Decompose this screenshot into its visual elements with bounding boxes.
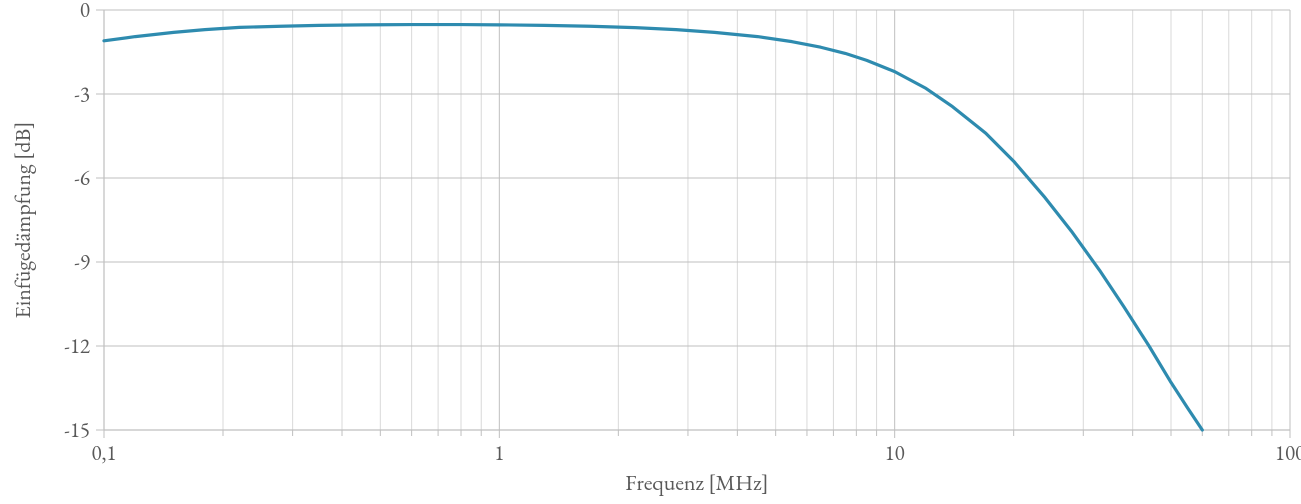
y-axis-label: Einfügedämpfung [dB] xyxy=(8,121,37,318)
y-tick-label: -9 xyxy=(74,249,90,276)
y-tick-label: -3 xyxy=(74,81,90,108)
x-tick-label: 10 xyxy=(885,440,905,467)
x-tick-label: 1 xyxy=(494,440,504,467)
line-chart: 0,1 1 10 100 0 -3 -6 -9 -12 -15 Frequenz [MHz] Einf… xyxy=(0,0,1301,504)
y-tick-label: -6 xyxy=(74,165,90,192)
x-tick-label: 0,1 xyxy=(92,440,117,467)
y-tick-label: 0 xyxy=(80,0,90,24)
chart-svg: 0,1 1 10 100 0 -3 -6 -9 -12 -15 Frequenz [MHz] Einf… xyxy=(0,0,1301,504)
x-tick-label: 100 xyxy=(1275,440,1301,467)
y-tick-label: -15 xyxy=(64,417,90,444)
y-tick-label: -12 xyxy=(64,333,90,360)
x-axis-label: Frequenz [MHz] xyxy=(625,468,768,497)
chart-bg xyxy=(0,0,1301,504)
